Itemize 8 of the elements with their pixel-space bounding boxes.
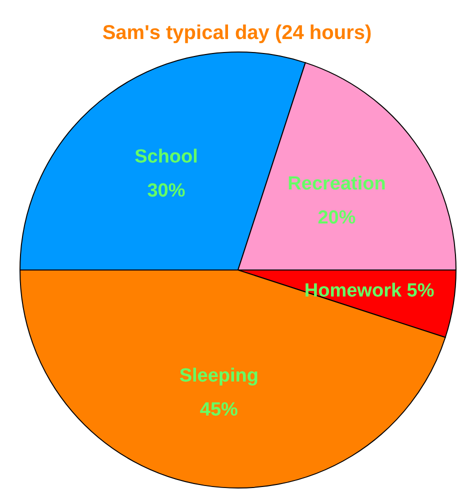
chart-title: Sam's typical day (24 hours) — [102, 22, 372, 44]
data-label: 20% — [318, 207, 356, 228]
data-label: 45% — [200, 400, 238, 421]
slice-label: Homework 5% — [304, 280, 434, 302]
data-label: 30% — [147, 180, 186, 202]
slice-label: School — [134, 146, 198, 168]
slice-label: Recreation — [288, 173, 386, 194]
slice-label: Sleeping — [179, 366, 258, 387]
